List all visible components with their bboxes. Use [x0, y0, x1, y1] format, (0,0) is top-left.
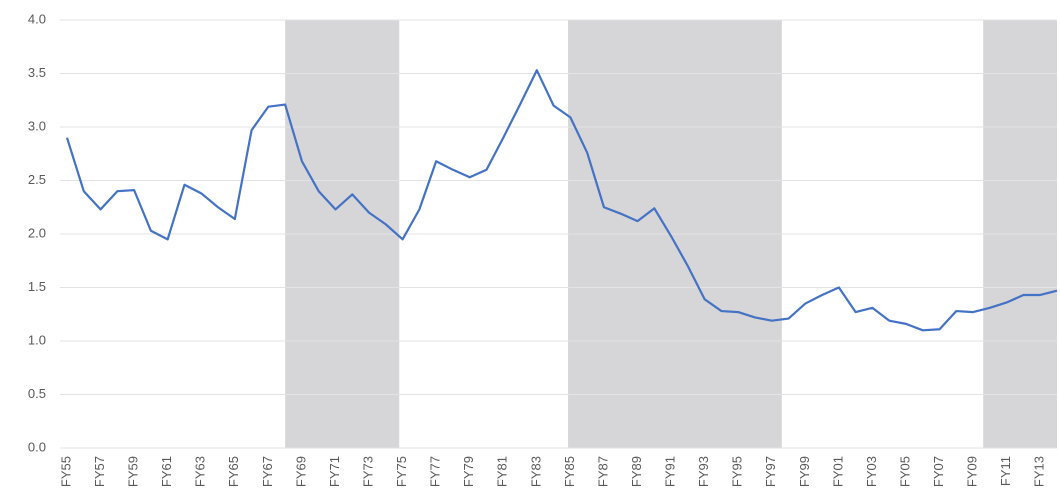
x-tick-label: FY63 — [193, 456, 208, 487]
x-tick-label: FY71 — [327, 456, 342, 487]
x-tick-label: FY13 — [1032, 456, 1047, 487]
y-tick-label: 1.5 — [28, 279, 46, 294]
x-tick-label: FY05 — [897, 456, 912, 487]
x-tick-label: FY69 — [293, 456, 308, 487]
x-tick-label: FY81 — [495, 456, 510, 487]
x-tick-label: FY97 — [763, 456, 778, 487]
x-tick-label: FY99 — [797, 456, 812, 487]
y-tick-label: 0.5 — [28, 386, 46, 401]
y-tick-label: 2.0 — [28, 225, 46, 240]
x-tick-label: FY91 — [663, 456, 678, 487]
y-tick-label: 1.0 — [28, 332, 46, 347]
x-tick-label: FY11 — [998, 456, 1013, 486]
y-tick-label: 3.0 — [28, 118, 46, 133]
x-tick-label: FY73 — [360, 456, 375, 487]
x-tick-label: FY59 — [126, 456, 141, 487]
y-tick-label: 4.0 — [28, 11, 46, 26]
x-tick-label: FY07 — [931, 456, 946, 487]
x-tick-label: FY85 — [562, 456, 577, 487]
data-line — [65, 69, 1058, 332]
x-tick-label: FY75 — [394, 456, 409, 487]
x-tick-label: FY79 — [461, 456, 476, 487]
x-tick-label: FY67 — [260, 456, 275, 487]
x-tick-label: FY03 — [864, 456, 879, 487]
x-tick-label: FY95 — [730, 456, 745, 487]
y-tick-label: 2.5 — [28, 172, 46, 187]
x-tick-label: FY01 — [830, 456, 845, 487]
y-tick-label: 0.0 — [28, 439, 46, 454]
x-tick-label: FY87 — [595, 456, 610, 487]
x-tick-label: FY65 — [226, 456, 241, 487]
x-tick-label: FY77 — [428, 456, 443, 487]
x-tick-label: FY57 — [92, 456, 107, 487]
x-tick-label: FY83 — [528, 456, 543, 487]
x-tick-label: FY93 — [696, 456, 711, 487]
x-tick-label: FY09 — [965, 456, 980, 487]
x-tick-label: FY61 — [159, 456, 174, 487]
x-tick-label: FY89 — [629, 456, 644, 487]
y-tick-label: 3.5 — [28, 65, 46, 80]
x-tick-label: FY55 — [58, 456, 73, 487]
